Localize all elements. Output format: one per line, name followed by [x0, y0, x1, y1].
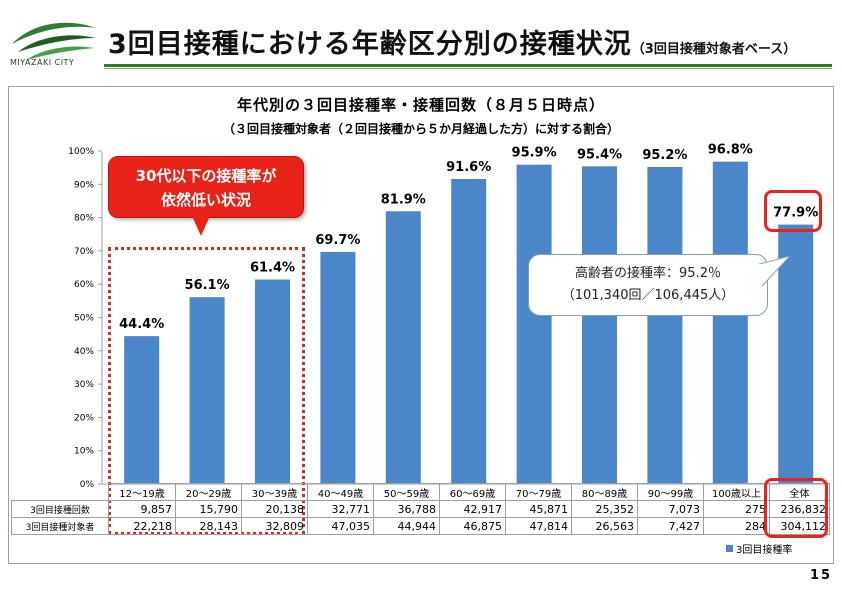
y-tick-label: 100%	[68, 147, 94, 157]
table-cell: 44,944	[373, 517, 440, 535]
table-cell: 32,809	[241, 517, 308, 535]
y-tick-label: 70%	[74, 247, 94, 257]
bar	[451, 178, 487, 485]
table-cell: 25,352	[571, 500, 638, 518]
table-cell: 22,218	[108, 517, 176, 535]
value-labels: 44.4% 56.1% 61.4% 69.7% 81.9% 91.6% 95.9% 95.4%…	[119, 143, 818, 332]
table-cell: 32,771	[307, 500, 374, 518]
table-cell: 46,875	[439, 517, 506, 535]
bar	[582, 166, 617, 484]
table-corner	[11, 483, 109, 501]
table-row: 3回目接種対象者 22,218 28,143 32,809 47,035 44,…	[11, 517, 830, 535]
header-divider	[104, 64, 832, 67]
table-cell: 7,427	[637, 517, 704, 535]
page-title-text: 3回目接種における年齢区分別の接種状況	[108, 29, 632, 60]
table-category: 50～59歳	[373, 483, 440, 501]
callout-line-1: 30代以下の接種率が	[135, 167, 277, 185]
y-tick-label: 40%	[74, 347, 94, 357]
value-label: 95.9%	[512, 146, 557, 161]
table-row: 3回目接種回数 9,857 15,790 20,138 32,771 36,78…	[11, 500, 830, 518]
bar	[320, 251, 356, 484]
bars	[124, 161, 814, 485]
data-table: 12～19歳 20～29歳 30～39歳 40～49歳 50～59歳 60～69…	[11, 483, 830, 535]
elderly-rate-note: 高齢者の接種率：95.2％ （101,340回／106,445人）	[528, 254, 768, 316]
page-header: MIYAZAKI CITY 3回目接種における年齢区分別の接種状況（3回目接種対…	[0, 0, 842, 72]
elderly-note-line-1: 高齢者の接種率：95.2％	[575, 266, 721, 281]
total-rate-highlight-box	[764, 190, 822, 232]
table-category: 40～49歳	[307, 483, 374, 501]
legend-swatch	[726, 545, 733, 552]
table-category: 90～99歳	[637, 483, 704, 501]
y-tick-label: 20%	[74, 413, 94, 423]
table-cell: 42,917	[439, 500, 506, 518]
table-cell: 20,138	[241, 500, 308, 518]
table-cell: 304,112	[769, 517, 830, 535]
value-label: 69.7%	[315, 233, 360, 248]
header-divider-thin	[104, 68, 832, 69]
page-title: 3回目接種における年齢区分別の接種状況（3回目接種対象者ベース）	[108, 22, 796, 61]
low-rate-callout: 30代以下の接種率が 依然低い状況	[108, 156, 304, 218]
y-tick-label: 80%	[74, 214, 94, 224]
table-header-row: 12～19歳 20～29歳 30～39歳 40～49歳 50～59歳 60～69…	[11, 483, 830, 501]
table-cell: 26,563	[571, 517, 638, 535]
y-tick-label: 90%	[74, 180, 94, 190]
value-label: 95.2%	[642, 148, 687, 163]
bar	[712, 161, 748, 484]
table-cell: 36,788	[373, 500, 440, 518]
value-label: 96.8%	[708, 143, 753, 158]
table-category: 30～39歳	[241, 483, 308, 501]
y-tick-label: 10%	[74, 447, 94, 457]
bar	[124, 336, 160, 484]
y-axis-ticks: 0%10%20%30%40%50%60%70%80%90%100%	[68, 147, 102, 490]
table-cell: 15,790	[175, 500, 242, 518]
value-label: 61.4%	[250, 261, 295, 276]
chart-subtitle: （３回目接種対象者（２回目接種から５か月経過した方）に対する割合）	[222, 122, 619, 136]
bar	[385, 211, 421, 484]
callout-tail	[192, 216, 210, 236]
elderly-note-pointer	[750, 255, 792, 288]
page-subtitle: （3回目接種対象者ベース）	[631, 42, 797, 57]
y-tick-label: 50%	[74, 314, 94, 324]
table-category: 60～69歳	[439, 483, 506, 501]
table-row-label: 3回目接種回数	[11, 500, 109, 518]
table-cell: 47,035	[307, 517, 374, 535]
value-label: 56.1%	[185, 278, 230, 293]
elderly-note-line-2: （101,340回／106,445人）	[561, 288, 735, 303]
table-category: 80～89歳	[571, 483, 638, 501]
table-cell: 275	[703, 500, 770, 518]
bar	[778, 224, 814, 484]
bar	[255, 279, 290, 484]
table-row-label: 3回目接種対象者	[11, 517, 109, 535]
miyazaki-city-logo-icon	[12, 22, 96, 60]
callout-line-2: 依然低い状況	[160, 191, 251, 209]
logo-text: MIYAZAKI CITY	[10, 58, 75, 67]
table-cell: 7,073	[637, 500, 704, 518]
value-label: 77.9%	[773, 206, 818, 221]
chart-title: 年代別の３回目接種率・接種回数（８月５日時点）	[236, 96, 605, 114]
value-label: 91.6%	[446, 160, 491, 175]
y-tick-label: 30%	[74, 380, 94, 390]
bar	[647, 166, 683, 484]
total-table-highlight-box	[764, 478, 828, 538]
table-category: 12～19歳	[108, 483, 176, 501]
value-label: 95.4%	[577, 147, 622, 162]
legend-label: 3回目接種率	[736, 545, 793, 556]
table-cell: 9,857	[108, 500, 176, 518]
value-label: 81.9%	[381, 192, 426, 207]
bar	[516, 164, 552, 484]
table-category: 20～29歳	[175, 483, 242, 501]
chart-legend: 3回目接種率	[726, 541, 792, 556]
table-cell: 28,143	[175, 517, 242, 535]
y-tick-label: 60%	[74, 280, 94, 290]
page-number: 15	[810, 568, 833, 583]
table-category: 70～79歳	[505, 483, 572, 501]
value-label: 44.4%	[119, 317, 164, 332]
table-cell: 47,814	[505, 517, 572, 535]
bar	[189, 297, 225, 484]
table-cell: 45,871	[505, 500, 572, 518]
table-category: 100歳以上	[703, 483, 770, 501]
table-cell: 284	[703, 517, 770, 535]
